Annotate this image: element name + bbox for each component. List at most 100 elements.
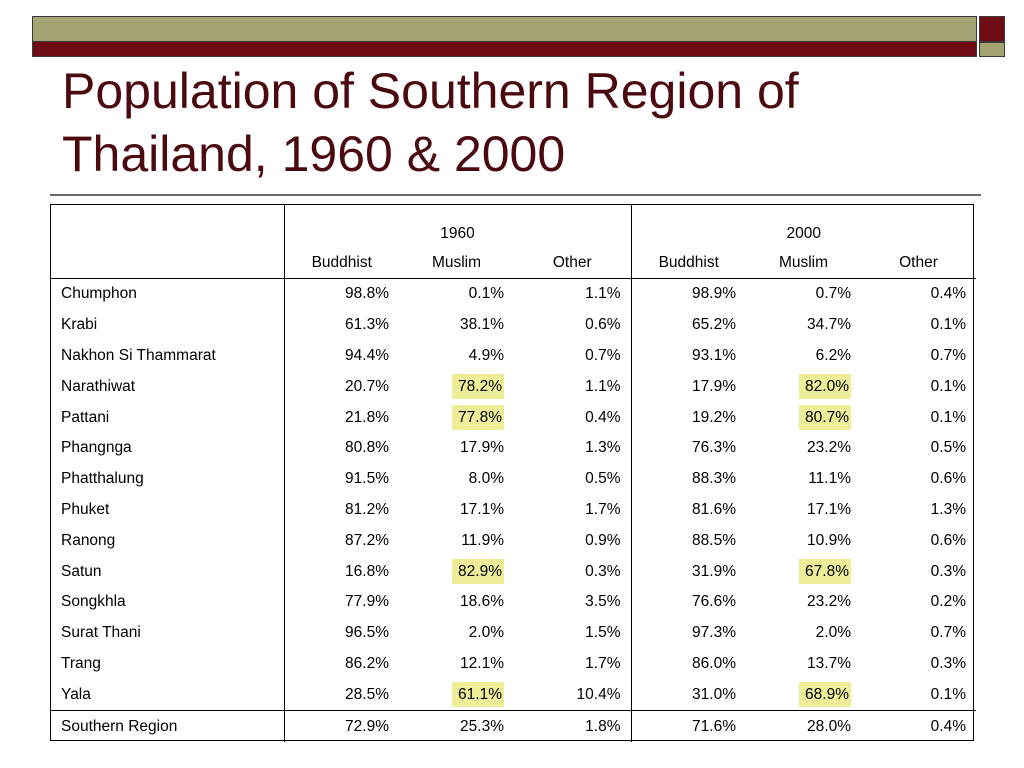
table-row: Ranong 87.2% 11.9% 0.9% 88.5% 10.9% 0.6% [51,525,976,557]
value-text: 16.8% [345,562,389,580]
value-cell: 2.0% [746,618,861,649]
header-corner-cell [51,247,285,279]
value-text: 61.3% [345,316,389,334]
value-text: 82.9% [452,558,504,584]
value-text: 88.3% [692,470,736,488]
province-name: Surat Thani [51,617,285,649]
value-cell: 1.7% [514,648,632,680]
value-cell: 21.8% [284,402,399,433]
value-cell: 94.4% [284,341,399,372]
value-text: 91.5% [345,470,389,488]
value-cell: 10.4% [514,679,632,711]
value-cell: 88.3% [631,464,746,495]
value-cell: 1.3% [861,495,976,526]
value-cell: 28.5% [284,679,399,710]
value-cell: 3.5% [514,586,632,618]
value-text: 0.3% [930,562,967,580]
value-cell: 0.7% [861,341,976,372]
value-cell: 68.9% [746,679,861,710]
value-text: 61.1% [452,681,504,707]
value-text: 0.4% [930,285,967,303]
value-text: 0.7% [585,346,621,364]
value-text: 1.3% [585,439,621,457]
value-cell: 23.2% [746,587,861,618]
value-text: 77.8% [452,404,504,430]
value-cell: 98.9% [631,279,746,310]
value-text: 17.1% [807,500,851,518]
value-text: 31.9% [692,562,736,580]
value-text: 97.3% [692,624,736,642]
value-text: 17.9% [460,439,504,457]
value-text: 2.0% [815,624,851,642]
value-cell: 0.9% [514,525,632,557]
value-cell: 0.6% [861,525,976,556]
province-name: Yala [51,679,285,711]
value-text: 67.8% [799,558,851,584]
table-body: Chumphon 98.8% 0.1% 1.1% 98.9% 0.7% 0.4% Krabi 6… [51,278,976,711]
value-cell: 0.4% [514,402,632,433]
value-text: 0.9% [585,531,621,549]
value-cell: 17.1% [399,495,514,526]
value-text: 0.5% [585,470,621,488]
population-table-container: 1960 2000 Buddhist Muslim Other Buddhist… [50,204,977,743]
value-cell: 13.7% [746,649,861,680]
value-text: 86.0% [692,654,736,672]
value-cell: 11.1% [746,464,861,495]
value-text: 11.9% [461,531,504,549]
value-cell: 0.7% [514,340,632,372]
value-text: 65.2% [692,316,736,334]
province-name: Phangnga [51,432,285,464]
value-text: 68.9% [799,681,851,707]
value-cell: 81.6% [631,495,746,526]
table-row: Nakhon Si Thammarat 94.4% 4.9% 0.7% 93.1% 6.2… [51,340,976,372]
table-row: Phatthalung 91.5% 8.0% 0.5% 88.3% 11.1% 0.6% [51,463,976,495]
value-text: 17.9% [692,377,736,395]
value-text: 8.0% [468,470,504,488]
value-text: 1.1% [585,285,621,303]
value-text: 1.7% [585,654,621,672]
value-cell: 76.3% [631,433,746,464]
value-text: 81.6% [692,500,736,518]
value-text: 10.4% [576,685,621,703]
value-text: 0.3% [930,654,967,672]
header-year-1960: 1960 [284,205,632,247]
value-cell: 17.9% [631,371,746,402]
value-text: 82.0% [799,373,851,399]
table-row: Pattani 21.8% 77.8% 0.4% 19.2% 80.7% 0.1% [51,402,976,433]
value-cell: 17.9% [399,433,514,464]
value-cell: 61.1% [399,679,514,710]
value-text: 78.2% [452,373,504,399]
value-text: 19.2% [692,408,736,426]
value-text: 88.5% [692,531,736,549]
header-year-row: 1960 2000 [51,205,976,247]
value-cell: 1.5% [514,617,632,649]
table-row: Phuket 81.2% 17.1% 1.7% 81.6% 17.1% 1.3% [51,494,976,526]
value-cell: 17.1% [746,495,861,526]
value-cell: 0.3% [861,556,976,587]
value-cell: 11.9% [399,525,514,556]
value-cell: 10.9% [746,525,861,556]
header-1960-other: Other [514,247,632,279]
total-row: Southern Region 72.9% 25.3% 1.8% 71.6% 2… [51,710,977,743]
value-cell: 82.0% [746,371,861,402]
table-row: Chumphon 98.8% 0.1% 1.1% 98.9% 0.7% 0.4% [51,278,976,310]
value-text: 81.2% [345,500,389,518]
value-cell: 19.2% [631,402,746,433]
province-name: Phatthalung [51,463,285,495]
value-cell: 91.5% [284,464,399,495]
value-cell: 0.3% [514,556,632,587]
value-text: 0.6% [585,316,621,334]
total-cell: 25.3% [460,717,504,735]
value-text: 34.7% [807,316,851,334]
title-divider [50,194,981,196]
header-decoration-square-small [979,42,1005,57]
value-cell: 80.7% [746,402,861,433]
value-cell: 2.0% [399,618,514,649]
province-name: Phuket [51,494,285,526]
total-cell: 71.6% [692,717,736,735]
value-cell: 31.9% [631,556,746,587]
value-cell: 20.7% [284,371,399,402]
header-decoration-bar [32,16,977,42]
value-text: 1.3% [930,500,967,518]
value-text: 0.7% [930,624,967,642]
